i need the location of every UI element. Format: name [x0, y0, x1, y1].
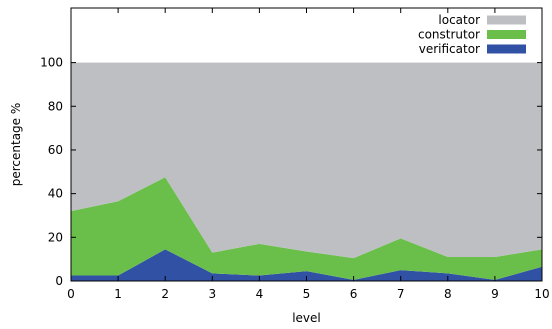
x-tick-label: 0 [67, 287, 75, 301]
series-areas [71, 62, 542, 281]
x-tick-label: 8 [444, 287, 452, 301]
y-tick-label: 80 [48, 99, 63, 113]
area-verificator [71, 249, 542, 281]
x-tick-label: 9 [491, 287, 499, 301]
y-tick-label: 40 [48, 187, 63, 201]
x-tick-label: 6 [350, 287, 358, 301]
legend-label-construtor: construtor [418, 28, 480, 42]
x-tick-label: 1 [114, 287, 122, 301]
area-construtor [71, 177, 542, 280]
axis-ticks [70, 8, 543, 282]
x-tick-label: 5 [303, 287, 311, 301]
x-tick-label: 10 [534, 287, 549, 301]
y-tick-label: 100 [40, 56, 63, 70]
y-tick-label: 60 [48, 143, 63, 157]
legend-swatch-locator [487, 15, 526, 25]
x-tick-label: 2 [161, 287, 169, 301]
area-locator [71, 62, 542, 259]
y-tick-label: 0 [55, 274, 63, 288]
x-axis-label: level [292, 311, 321, 325]
legend-label-verificator: verificator [419, 42, 480, 56]
y-tick-label: 20 [48, 230, 63, 244]
legend-swatch-construtor [487, 30, 526, 39]
x-tick-label: 7 [397, 287, 405, 301]
x-tick-label: 3 [208, 287, 216, 301]
x-tick-label: 4 [256, 287, 264, 301]
legend-swatch-verificator [487, 44, 526, 54]
legend-label-locator: locator [438, 13, 480, 27]
y-axis-label: percentage % [9, 103, 23, 187]
